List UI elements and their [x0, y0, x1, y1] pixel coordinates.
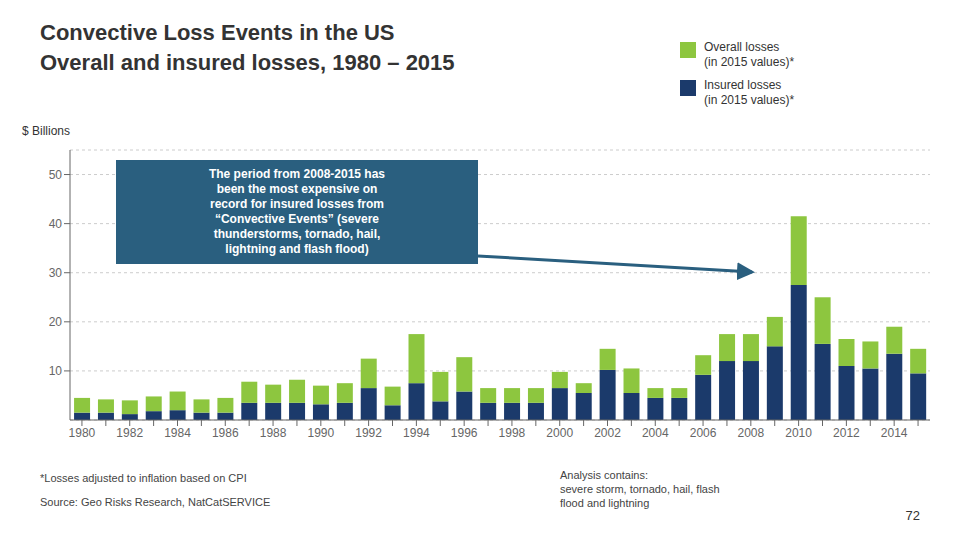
svg-text:2010: 2010 [785, 426, 812, 440]
html-text:72: 72 [905, 508, 920, 523]
svg-text:50: 50 [49, 168, 63, 182]
svg-text:1996: 1996 [451, 426, 478, 440]
svg-text:20: 20 [49, 315, 63, 329]
svg-text:30: 30 [49, 266, 63, 280]
svg-text:1988: 1988 [260, 426, 287, 440]
html-text:Convective Loss Events in the: Convective Loss Events in the US [40, 20, 395, 45]
svg-text:40: 40 [49, 217, 63, 231]
svg-text:1980: 1980 [69, 426, 96, 440]
html-text:Analysis contains: severe stor: Analysis contains: severe storm, tornado… [560, 469, 720, 509]
svg-text:2008: 2008 [737, 426, 764, 440]
html-text:Source: Geo Risks Research, Na: Source: Geo Risks Research, NatCatSERVIC… [40, 496, 271, 508]
svg-text:1994: 1994 [403, 426, 430, 440]
svg-text:2000: 2000 [546, 426, 573, 440]
svg-text:2006: 2006 [690, 426, 717, 440]
svg-text:2002: 2002 [594, 426, 621, 440]
svg-text:10: 10 [49, 364, 63, 378]
svg-text:1982: 1982 [116, 426, 143, 440]
html-text:Overall losses (in 2015 values: Overall losses (in 2015 values)* [704, 40, 795, 69]
svg-text:1986: 1986 [212, 426, 239, 440]
html-text:$ Billions: $ Billions [22, 124, 70, 138]
html-text:*Losses adjusted to inflation: *Losses adjusted to inflation based on C… [40, 472, 247, 484]
svg-text:1992: 1992 [355, 426, 382, 440]
svg-text:2012: 2012 [833, 426, 860, 440]
html-text:Overall and insured losses, 19: Overall and insured losses, 1980 – 2015 [40, 50, 455, 75]
svg-text:2004: 2004 [642, 426, 669, 440]
html-text:The period from 2008-2015 has: The period from 2008-2015 has been the m… [209, 167, 385, 256]
svg-text:1998: 1998 [499, 426, 526, 440]
html-text:Insured losses (in 2015 values: Insured losses (in 2015 values)* [704, 78, 795, 107]
svg-text:1984: 1984 [164, 426, 191, 440]
svg-text:1990: 1990 [307, 426, 334, 440]
svg-text:2014: 2014 [881, 426, 908, 440]
